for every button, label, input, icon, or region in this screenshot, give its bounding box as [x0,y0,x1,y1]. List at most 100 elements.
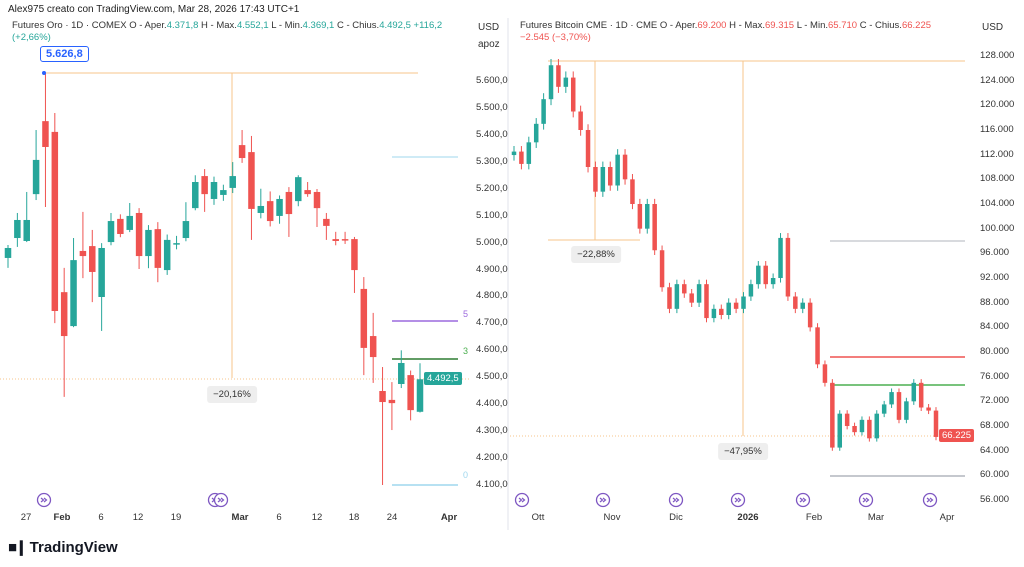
low-value: 4.369,1 [302,20,335,31]
candle-body [637,204,643,229]
candle [659,245,665,292]
candle-body [918,382,924,408]
candle [682,279,687,298]
candle-body [360,288,368,348]
economic-event-icon[interactable] [668,492,684,508]
candle [23,191,30,243]
economic-event-icon[interactable] [595,492,611,508]
candle-body [570,77,576,112]
candle-body [519,151,524,164]
gold-currency[interactable]: USD [478,22,500,33]
candle [852,422,857,436]
candle-body [785,237,791,297]
economic-event-icon[interactable] [922,492,938,508]
candle-body [607,167,613,186]
candle-body [285,191,293,215]
candle-body [563,77,569,87]
time-axis-label: 18 [348,512,360,523]
candle-body [748,284,754,297]
candle-body [379,390,386,403]
candle-body [257,205,265,213]
candle [323,212,330,240]
candle [859,416,865,436]
candle [622,149,628,185]
candle [911,379,917,405]
candle-body [154,229,162,268]
candle-body [407,375,414,411]
candle-body [600,167,606,192]
price-axis-label: 128.000 [980,50,1015,61]
candle-body [726,302,731,316]
high-value: 69.315 [764,20,795,31]
close-value: 4.492,5 [379,20,411,31]
gold-last-price-tag: 4.492,5 [424,372,462,385]
price-axis-label: 5.300,0 [476,155,508,167]
price-axis-label: 108.000 [980,173,1015,185]
candle [360,277,368,376]
candle [785,233,791,301]
candle [519,146,524,170]
price-axis-label: 4.200,0 [476,452,508,464]
candle [726,298,731,320]
price-axis-label: 124.000 [980,74,1015,86]
candle [630,174,635,210]
candle [600,161,606,197]
candle [830,379,835,451]
economic-event-icon[interactable] [858,492,874,508]
candle [145,225,152,269]
candle [733,298,739,314]
candle-body [145,229,152,257]
candle [689,289,694,308]
economic-event-icon[interactable] [730,492,746,508]
candle-body [556,65,561,87]
candle-body [126,215,133,230]
tradingview-logo[interactable]: ■❙ TradingView [8,538,118,557]
candle-body [89,246,96,272]
candle [79,211,87,279]
time-axis-label: Dic [669,512,683,523]
change-value: −2.545 (−3,70%) [520,32,591,43]
candle-body [926,407,931,411]
candle [607,161,613,191]
candle-body [733,302,739,309]
candle-body [23,219,30,241]
economic-event-icon[interactable] [514,492,530,508]
low-label: L - Min. [271,20,303,31]
candle [578,105,583,136]
time-axis-label: Nov [603,512,621,523]
candle-body [526,142,532,164]
candle [163,234,171,275]
candle [51,113,59,324]
price-axis-label: 5.600,0 [476,75,508,86]
candle-body [867,419,872,439]
economic-event-icon[interactable] [36,492,52,508]
candle-body [79,250,87,257]
candle-body [844,413,850,427]
candle-body [201,176,208,195]
candle [807,298,813,332]
candle [351,236,358,293]
candle [741,292,746,314]
event-markers[interactable] [36,492,938,508]
price-axis-label: 60.000 [980,469,1010,481]
candle [645,198,650,234]
economic-event-icon[interactable] [795,492,811,508]
candle-body [192,181,199,209]
economic-event-icon[interactable] [213,492,229,508]
candle [881,400,887,418]
btc-currency[interactable]: USD [982,22,1004,33]
candle-body [238,145,246,159]
candle-body [667,287,672,309]
candle-body [369,336,377,358]
candle-body [770,278,776,285]
candle-body [42,121,49,147]
price-axis-label: 104.000 [980,198,1015,210]
candle [593,161,598,197]
price-axis-label: 116.000 [980,124,1014,135]
candle [398,350,405,389]
candle-body [874,413,880,439]
candle-body [173,243,180,245]
candle-body [398,362,405,384]
candle [98,243,105,331]
